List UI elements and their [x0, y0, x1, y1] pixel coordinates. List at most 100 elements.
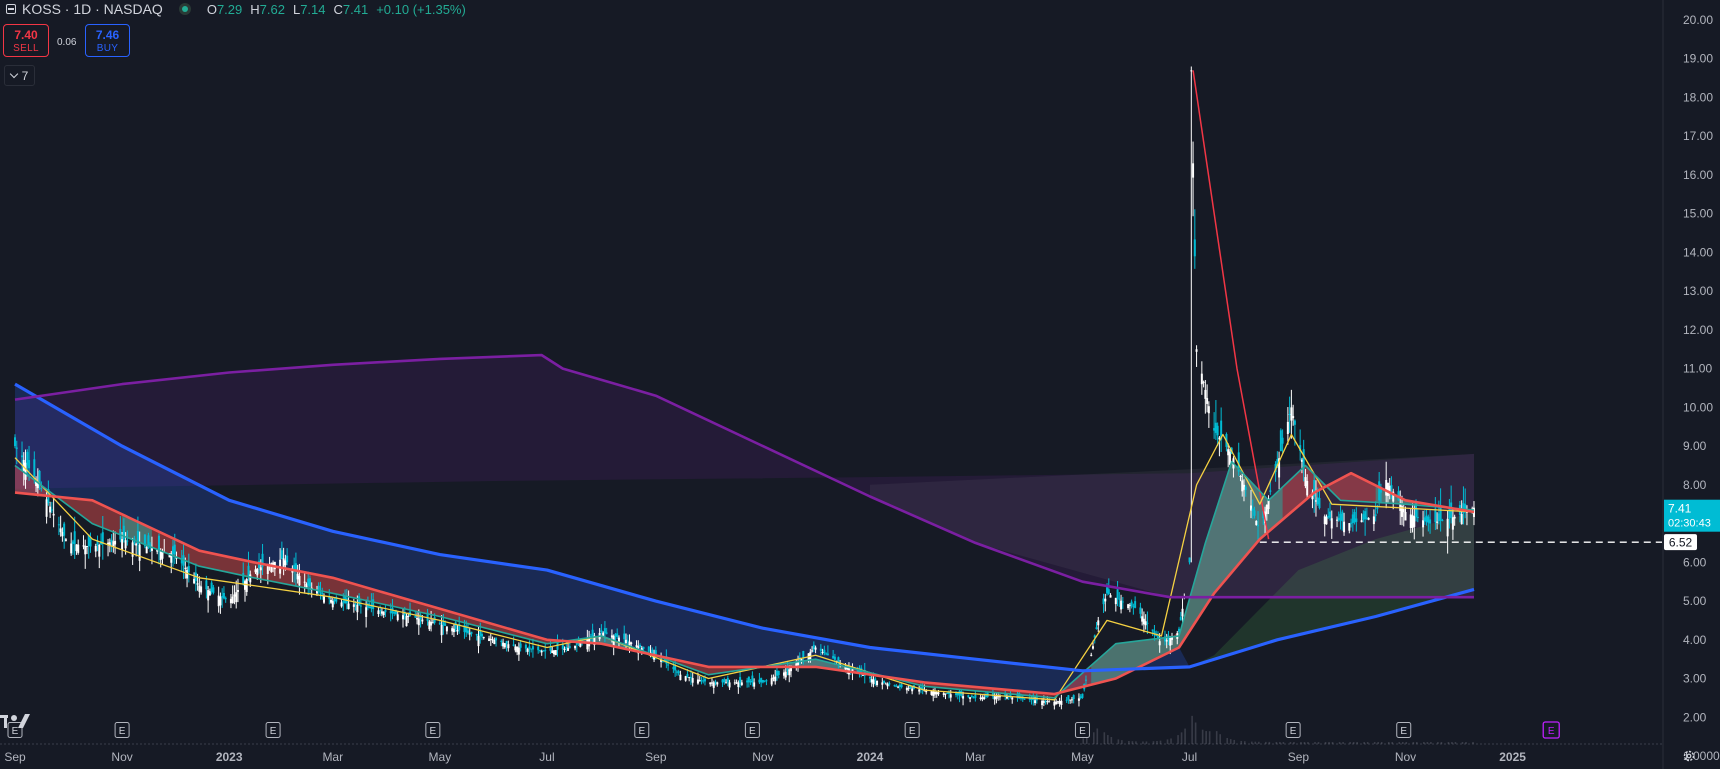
candle-body	[1293, 420, 1296, 425]
candle-body	[640, 647, 643, 651]
candle-body	[651, 649, 654, 654]
candle-body	[365, 607, 368, 617]
volume-bar-67	[1412, 742, 1415, 744]
candle-131	[335, 595, 338, 604]
candle-5	[26, 449, 29, 477]
candle-49	[135, 542, 138, 557]
candle-body	[930, 691, 933, 695]
volume-bar-74	[1447, 742, 1450, 744]
market-status-icon[interactable]	[178, 3, 191, 15]
candle-177	[451, 626, 454, 636]
candle-590	[1464, 488, 1467, 519]
volume-bar-12	[1142, 741, 1144, 744]
sell-button[interactable]: 7.40 SELL	[3, 24, 49, 57]
tradingview-logo-icon[interactable]	[0, 711, 36, 729]
y-tick-label-3: 17.00	[1683, 129, 1713, 143]
candle-358	[895, 684, 898, 688]
volume-bar-65	[1401, 742, 1404, 744]
candle-body	[1413, 516, 1416, 527]
volume-bar-46	[1307, 741, 1309, 744]
candle-body	[737, 682, 740, 688]
candle-body	[1286, 421, 1289, 435]
candle-body	[502, 642, 505, 647]
candle-body	[444, 623, 447, 626]
candle-body	[844, 665, 847, 670]
candle-body	[567, 648, 570, 651]
candle-288	[723, 677, 726, 685]
candle-356	[888, 681, 891, 687]
candle-293	[735, 679, 738, 684]
y-tick-label-1: 19.00	[1683, 52, 1713, 66]
candle-425	[1058, 697, 1061, 707]
candle-body	[1299, 445, 1302, 451]
candle-361	[900, 683, 903, 689]
candle-body	[1314, 500, 1317, 502]
candle-324	[811, 646, 814, 653]
candle-body	[64, 539, 67, 541]
candle-202	[512, 636, 515, 647]
candle-body	[617, 637, 620, 642]
candle-body	[1142, 618, 1145, 625]
candle-84	[221, 588, 224, 608]
candle-body	[284, 560, 287, 566]
y-tick-label-17: 3.00	[1683, 672, 1707, 686]
gear-icon[interactable]	[1682, 749, 1696, 763]
candle-body	[635, 645, 638, 647]
candle-body	[763, 680, 766, 682]
candle-25	[75, 544, 78, 555]
candle-463	[1153, 625, 1156, 641]
candle-body	[1341, 511, 1344, 522]
volume-bar-33	[1243, 741, 1246, 744]
candle-body	[909, 685, 912, 689]
candle-body	[886, 684, 889, 687]
symbol-title[interactable]: KOSS · 1D · NASDAQ	[22, 1, 163, 17]
candle-285	[714, 679, 717, 686]
candle-446	[1109, 593, 1112, 598]
x-tick-label-3: Mar	[322, 750, 343, 764]
candle-body	[193, 578, 196, 584]
buy-button[interactable]: 7.46 BUY	[85, 24, 130, 57]
candle-body	[883, 680, 886, 683]
candle-body	[358, 596, 361, 606]
candle-body	[61, 532, 64, 537]
candle-body	[379, 610, 382, 612]
candle-241	[605, 627, 608, 635]
candle-553	[1374, 501, 1377, 522]
candle-311	[777, 670, 780, 679]
candle-448	[1116, 581, 1119, 607]
candle-body	[1250, 505, 1252, 511]
candle-body	[21, 455, 24, 458]
volume-bar-64	[1398, 742, 1401, 744]
candle-187	[475, 633, 478, 641]
candle-body	[321, 592, 324, 595]
candle-body	[925, 690, 928, 693]
candle-489	[1216, 422, 1219, 446]
candle-75	[198, 576, 201, 598]
candle-body	[519, 643, 522, 648]
candle-body	[150, 548, 153, 551]
candle-571	[1416, 508, 1419, 523]
candle-body	[1153, 631, 1156, 634]
candle-64	[172, 539, 175, 567]
candle-body	[993, 696, 996, 700]
candle-348	[870, 674, 873, 687]
candle-386	[962, 691, 965, 706]
y-tick-label-16: 4.00	[1683, 633, 1707, 647]
candle-body	[1446, 518, 1449, 537]
candle-body	[266, 564, 269, 574]
candle-6	[28, 445, 31, 481]
candle-185	[468, 627, 471, 641]
candle-body	[735, 682, 738, 684]
candle-474	[1179, 611, 1182, 621]
candle-539	[1339, 505, 1342, 530]
candle-body	[679, 674, 682, 681]
candle-body	[135, 543, 138, 546]
candle-body	[660, 659, 663, 662]
candle-body	[784, 671, 787, 678]
candle-body	[552, 650, 555, 655]
candle-28	[84, 539, 87, 569]
candle-body	[1409, 514, 1412, 528]
candle-body	[1018, 693, 1021, 699]
indicators-toggle-button[interactable]: 7	[4, 65, 35, 86]
